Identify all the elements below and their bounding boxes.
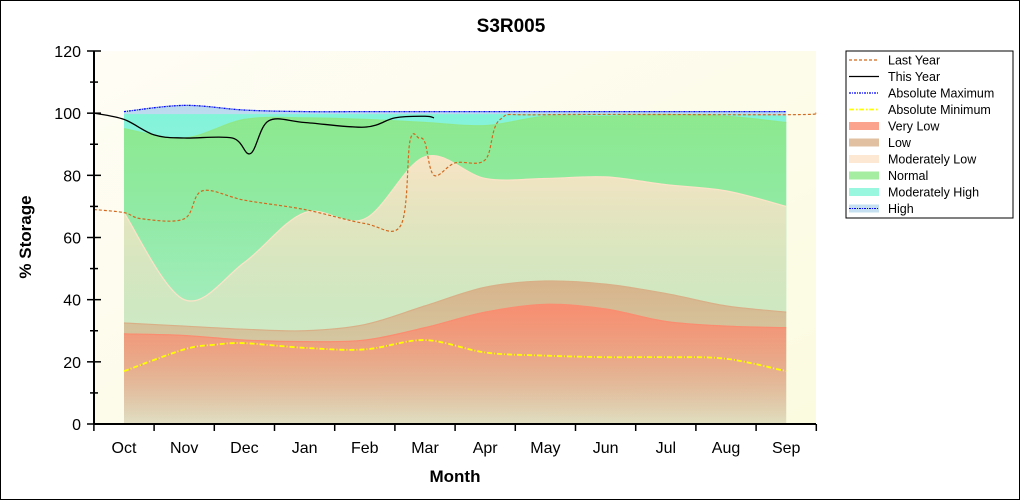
legend-item-high: High [849,202,914,216]
x-tick-label: Apr [473,440,499,457]
legend-item-moderately-high: Moderately High [849,186,979,200]
x-tick-label: Sep [772,440,801,457]
x-tick-label: Jan [292,440,318,457]
legend-item-moderately-low: Moderately Low [849,153,977,167]
x-tick-label: Jun [593,440,619,457]
legend-label: Very Low [888,120,940,134]
legend-swatch [849,188,879,196]
x-tick-label: Feb [351,440,379,457]
legend-label: This Year [888,70,940,84]
legend-item-normal: Normal [849,169,928,183]
y-tick-label: 120 [54,44,81,61]
y-axis-label: % Storage [16,195,35,278]
legend-item-very-low: Very Low [849,120,940,134]
legend-swatch [849,138,879,147]
legend-item-low: Low [849,136,912,150]
band-very-low [124,304,787,424]
x-axis-label: Month [430,467,481,486]
legend-item-absolute-maximum: Absolute Maximum [849,87,994,101]
x-tick-label: Jul [656,440,676,457]
y-tick-label: 60 [63,231,81,248]
y-tick-label: 40 [63,293,81,310]
x-tick-label: May [530,440,560,457]
chart-title: S3R005 [477,16,546,37]
x-tick-label: Nov [170,440,198,457]
legend-label: Moderately Low [888,153,977,167]
legend-label: Last Year [888,54,940,68]
x-tick-label: Aug [712,440,740,457]
legend-item-this-year: This Year [849,70,940,84]
x-tick-label: Mar [411,440,439,457]
legend-swatch [849,171,879,180]
y-tick-label: 20 [63,355,81,372]
line-last-year [93,112,818,232]
line-absolute-maximum [123,104,787,113]
legend-label: Low [888,136,912,150]
legend-label: Absolute Minimum [888,103,991,117]
legend: Last Year This Year Absolute Maximum Absolu… [845,50,1014,219]
legend-label: Normal [888,169,928,183]
legend-label: Absolute Maximum [888,87,994,101]
legend-label: Moderately High [888,186,979,200]
band-edge [123,154,787,302]
legend-swatch [849,155,879,163]
line-this-year [93,112,435,155]
x-tick-label: Oct [112,440,137,457]
y-tick-label: 100 [54,106,81,123]
legend-label: High [888,202,914,216]
band-edge [123,280,787,332]
legend-swatch [849,122,879,130]
band-edge [123,303,787,343]
line-absolute-minimum [123,339,787,373]
legend-item-absolute-minimum: Absolute Minimum [849,103,991,117]
legend-item-last-year: Last Year [849,54,940,68]
y-tick-label: 0 [72,417,81,434]
x-tick-label: Dec [230,440,258,457]
y-tick-label: 80 [63,168,81,185]
